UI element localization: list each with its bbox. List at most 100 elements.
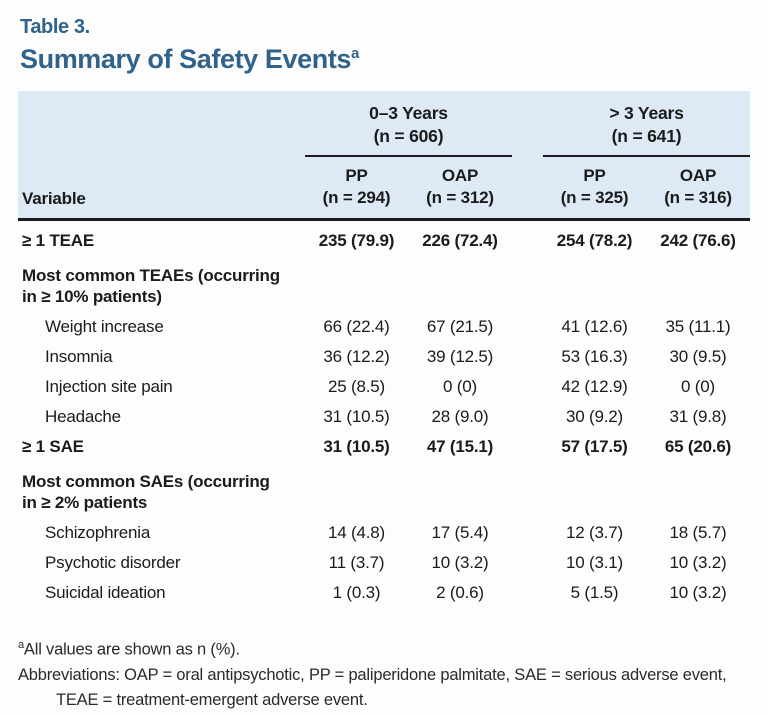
table-row: Schizophrenia 14 (4.8) 17 (5.4) 12 (3.7) 18 … xyxy=(18,518,750,548)
page-title: Summary of Safety Eventsa xyxy=(20,44,750,75)
header-group-row: Variable 0–3 Years (n = 606) > 3 Years (… xyxy=(18,91,751,222)
column-gap xyxy=(512,462,543,518)
cell-value xyxy=(408,462,512,518)
table-row: Injection site pain 25 (8.5) 0 (0) 42 (12.9… xyxy=(18,372,750,402)
safety-events-table: Variable 0–3 Years (n = 606) > 3 Years (… xyxy=(18,91,751,609)
cell-value: 242 (76.6) xyxy=(660,231,736,251)
row-label-line: Headache xyxy=(45,407,121,427)
cell-value: 53 (16.3) xyxy=(561,347,628,367)
table-row: Most common TEAEs (occurring in ≥ 10% pat… xyxy=(18,256,750,312)
group-n: (n = 606) xyxy=(373,126,444,147)
row-label-line: Most common SAEs (occurring xyxy=(22,472,270,492)
row-label: Schizophrenia xyxy=(18,518,305,548)
row-label-line: Insomnia xyxy=(45,347,113,367)
variable-column-header: Variable xyxy=(18,91,305,222)
table-row: Weight increase 66 (22.4) 67 (21.5) 41 (12.… xyxy=(18,312,750,342)
cell-value: 17 (5.4) xyxy=(431,523,489,543)
cell-value: 0 (0) xyxy=(681,377,715,397)
column-gap xyxy=(512,91,544,222)
row-label-line: ≥ 1 SAE xyxy=(22,437,84,457)
cell-value: 12 (3.7) xyxy=(566,523,624,543)
cell-value: 2 (0.6) xyxy=(436,583,484,603)
cell-value: 39 (12.5) xyxy=(426,347,494,367)
page-title-footnote-marker: a xyxy=(351,45,359,62)
table-row: ≥ 1 SAE 31 (10.5) 47 (15.1) 57 (17.5) 65 (20… xyxy=(18,432,750,462)
column-group-gt-3-years: > 3 Years (n = 641) xyxy=(543,91,751,158)
column-gap xyxy=(512,578,543,608)
cell-value: 5 (1.5) xyxy=(570,583,619,603)
footnotes: aAll values are shown as n (%). Abbrevia… xyxy=(18,633,750,713)
cell-value: 226 (72.4) xyxy=(422,231,498,251)
table-row: Headache 31 (10.5) 28 (9.0) 30 (9.2) 31 (9.8… xyxy=(18,402,750,432)
subcolumn-n: (n = 325) xyxy=(560,188,629,208)
row-label-line: ≥ 1 TEAE xyxy=(22,231,94,251)
footnote-a: aAll values are shown as n (%). xyxy=(18,633,750,663)
row-label-line: in ≥ 2% patients xyxy=(22,493,148,513)
table-row: Psychotic disorder 11 (3.7) 10 (3.2) 10 (3.… xyxy=(18,548,750,578)
row-label: Weight increase xyxy=(18,312,305,342)
row-label-line: in ≥ 10% patients) xyxy=(22,287,162,307)
table-body: ≥ 1 TEAE 235 (79.9) 226 (72.4) 254 (78.2) 24… xyxy=(18,220,750,609)
subcolumn-oap-0-3: OAP (n = 312) xyxy=(408,156,513,222)
row-label-line: Most common TEAEs (occurring xyxy=(22,266,280,286)
row-label-line: Injection site pain xyxy=(45,377,173,397)
page-title-text: Summary of Safety Events xyxy=(20,44,352,74)
subcolumn-pp-0-3: PP (n = 294) xyxy=(305,156,408,222)
footnote-a-text: All values are shown as n (%). xyxy=(23,640,240,659)
column-gap xyxy=(512,220,543,257)
subcolumn-pp-gt-3: PP (n = 325) xyxy=(543,156,647,222)
cell-value: 1 (0.3) xyxy=(332,583,381,603)
column-gap xyxy=(512,342,543,372)
column-gap xyxy=(512,432,543,462)
row-label: ≥ 1 TEAE xyxy=(18,220,305,257)
table-row: ≥ 1 TEAE 235 (79.9) 226 (72.4) 254 (78.2) 24… xyxy=(18,220,750,257)
group-label: > 3 Years xyxy=(609,103,684,124)
table-row: Insomnia 36 (12.2) 39 (12.5) 53 (16.3) 30 (9… xyxy=(18,342,750,372)
row-label-line: Psychotic disorder xyxy=(45,553,181,573)
column-gap xyxy=(512,518,543,548)
cell-value: 11 (3.7) xyxy=(328,553,385,573)
cell-value: 10 (3.2) xyxy=(669,583,727,603)
subcolumn-label: PP xyxy=(345,166,368,186)
cell-value: 14 (4.8) xyxy=(328,523,385,543)
cell-value xyxy=(646,462,750,518)
cell-value: 10 (3.1) xyxy=(566,553,624,573)
cell-value: 30 (9.5) xyxy=(669,347,727,367)
cell-value: 67 (21.5) xyxy=(426,317,494,337)
cell-value: 65 (20.6) xyxy=(664,437,732,457)
row-label: Injection site pain xyxy=(18,372,305,402)
cell-value: 31 (10.5) xyxy=(323,437,390,457)
subcolumn-label: PP xyxy=(583,166,606,186)
cell-value xyxy=(543,462,646,518)
footnote-a-marker: a xyxy=(18,639,24,652)
row-label-line: Weight increase xyxy=(45,317,164,337)
cell-value: 31 (9.8) xyxy=(669,407,727,427)
column-group-0-3-years: 0–3 Years (n = 606) xyxy=(305,91,513,158)
table-number-label: Table 3. xyxy=(20,16,90,38)
cell-value: 28 (9.0) xyxy=(431,407,489,427)
cell-value: 47 (15.1) xyxy=(426,437,494,457)
abbreviations-note: Abbreviations: OAP = oral antipsychotic,… xyxy=(18,665,727,709)
column-gap xyxy=(512,548,543,578)
cell-value xyxy=(305,462,408,518)
row-label-line: Suicidal ideation xyxy=(45,583,166,603)
subcolumn-oap-gt-3: OAP (n = 316) xyxy=(646,156,751,222)
cell-value xyxy=(543,256,646,312)
cell-value: 254 (78.2) xyxy=(556,231,633,251)
cell-value xyxy=(646,256,750,312)
subcolumn-n: (n = 316) xyxy=(664,188,732,208)
cell-value: 41 (12.6) xyxy=(561,317,628,337)
cell-value: 66 (22.4) xyxy=(323,317,390,337)
row-label: Psychotic disorder xyxy=(18,548,305,578)
column-gap xyxy=(512,312,543,342)
cell-value: 25 (8.5) xyxy=(328,377,385,397)
row-label: Most common SAEs (occurring in ≥ 2% patie… xyxy=(18,462,305,518)
subcolumn-n: (n = 294) xyxy=(322,188,391,208)
column-gap xyxy=(512,256,543,312)
cell-value: 35 (11.1) xyxy=(665,317,731,337)
column-gap xyxy=(512,372,543,402)
column-gap xyxy=(512,402,543,432)
cell-value: 10 (3.2) xyxy=(669,553,727,573)
cell-value: 36 (12.2) xyxy=(323,347,390,367)
